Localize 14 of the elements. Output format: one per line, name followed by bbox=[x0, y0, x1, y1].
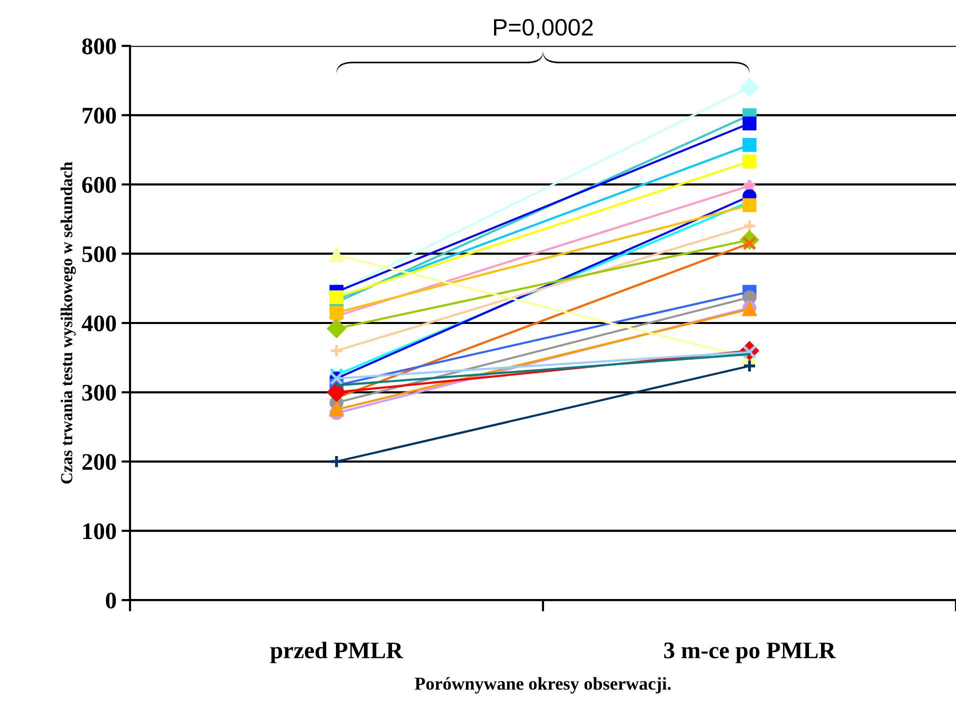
y-tick-label: 500 bbox=[82, 246, 116, 262]
y-tick-label: 0 bbox=[106, 592, 116, 609]
y-tick-label: 100 bbox=[83, 523, 116, 540]
y-tick-label: 200 bbox=[82, 454, 116, 470]
x-axis-title: Porównywane okresy obserwacji. bbox=[414, 677, 671, 694]
y-tick-label: 600 bbox=[82, 176, 116, 193]
x-tick-label: 3 m-ce po PMLR bbox=[664, 642, 836, 664]
x-tick-label: przed PMLR bbox=[270, 642, 404, 664]
y-axis-title: Czas trwania testu wysiłkowego w sekundach bbox=[60, 162, 76, 484]
text: P=0,0002 bbox=[494, 18, 593, 38]
y-tick-label: 800 bbox=[82, 38, 116, 54]
y-tick-label: 300 bbox=[82, 384, 116, 401]
y-tick-label: 700 bbox=[82, 108, 116, 124]
y-tick-label: 400 bbox=[82, 315, 116, 332]
